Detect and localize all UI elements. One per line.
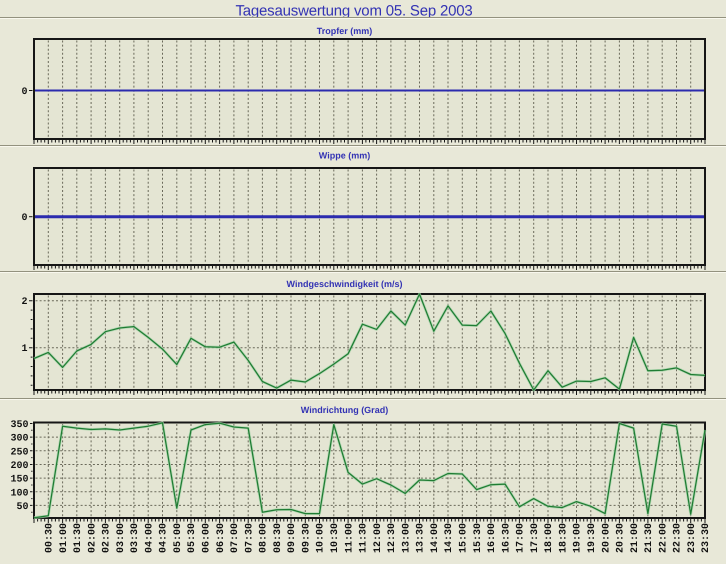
svg-text:350: 350 [10,420,28,431]
svg-text:21:30: 21:30 [644,523,655,553]
svg-text:16:00: 16:00 [487,523,498,553]
svg-text:10:00: 10:00 [316,523,327,553]
svg-text:12:30: 12:30 [387,523,398,553]
svg-text:1: 1 [21,344,27,355]
svg-text:Windrichtung (Grad): Windrichtung (Grad) [301,405,388,415]
svg-text:250: 250 [10,447,28,458]
svg-text:07:00: 07:00 [230,523,241,553]
svg-text:19:30: 19:30 [587,523,598,553]
svg-text:00:30: 00:30 [45,523,56,553]
svg-text:23:30: 23:30 [701,523,712,553]
svg-text:01:30: 01:30 [73,523,84,553]
svg-text:09:00: 09:00 [287,523,298,553]
svg-text:50: 50 [16,502,28,513]
svg-text:02:00: 02:00 [87,523,98,553]
svg-text:17:00: 17:00 [516,523,527,553]
svg-text:10:30: 10:30 [330,523,341,553]
svg-text:2: 2 [21,297,27,308]
svg-text:0: 0 [21,87,27,98]
svg-text:22:00: 22:00 [658,523,669,553]
svg-text:14:00: 14:00 [430,523,441,553]
svg-text:14:30: 14:30 [444,523,455,553]
svg-text:05:30: 05:30 [187,523,198,553]
svg-text:04:00: 04:00 [144,523,155,553]
svg-text:Windgeschwindigkeit (m/s): Windgeschwindigkeit (m/s) [287,279,403,289]
svg-text:07:30: 07:30 [244,523,255,553]
svg-text:0: 0 [21,213,27,224]
svg-text:20:30: 20:30 [616,523,627,553]
svg-text:12:00: 12:00 [373,523,384,553]
svg-text:13:30: 13:30 [416,523,427,553]
svg-text:11:00: 11:00 [344,523,355,553]
svg-text:Wippe (mm): Wippe (mm) [319,151,370,161]
svg-text:06:30: 06:30 [216,523,227,553]
svg-text:Tagesauswertung vom 05. Sep 20: Tagesauswertung vom 05. Sep 2003 [235,3,472,20]
svg-text:150: 150 [10,475,28,486]
svg-text:300: 300 [10,434,28,445]
svg-text:08:30: 08:30 [273,523,284,553]
svg-text:02:30: 02:30 [102,523,113,553]
svg-text:03:00: 03:00 [116,523,127,553]
svg-text:01:00: 01:00 [59,523,70,553]
svg-text:15:30: 15:30 [473,523,484,553]
svg-text:05:00: 05:00 [173,523,184,553]
svg-text:23:00: 23:00 [687,523,698,553]
svg-text:18:00: 18:00 [544,523,555,553]
svg-text:20:00: 20:00 [601,523,612,553]
svg-text:04:30: 04:30 [159,523,170,553]
svg-text:Tropfer (mm): Tropfer (mm) [317,26,373,36]
svg-text:03:30: 03:30 [130,523,141,553]
svg-text:19:00: 19:00 [573,523,584,553]
svg-text:16:30: 16:30 [501,523,512,553]
svg-text:15:00: 15:00 [459,523,470,553]
svg-text:13:00: 13:00 [401,523,412,553]
svg-text:18:30: 18:30 [558,523,569,553]
svg-text:08:00: 08:00 [259,523,270,553]
svg-text:09:30: 09:30 [302,523,313,553]
svg-text:21:00: 21:00 [630,523,641,553]
svg-text:17:30: 17:30 [530,523,541,553]
svg-text:200: 200 [10,461,28,472]
svg-text:06:00: 06:00 [202,523,213,553]
svg-text:11:30: 11:30 [359,523,370,553]
svg-text:22:30: 22:30 [673,523,684,553]
svg-text:100: 100 [10,488,28,499]
